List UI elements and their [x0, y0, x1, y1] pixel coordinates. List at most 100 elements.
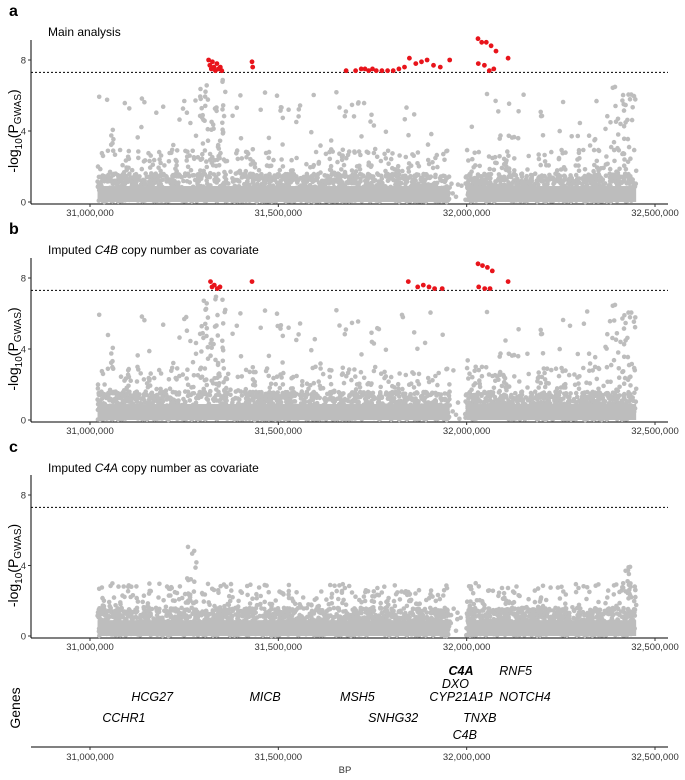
background-point [278, 105, 284, 110]
background-point [266, 353, 272, 359]
background-point [559, 179, 564, 184]
significant-point [250, 64, 256, 70]
background-point [109, 351, 114, 356]
background-point [174, 148, 180, 153]
background-point [365, 381, 370, 387]
background-point [393, 171, 399, 177]
background-point [605, 379, 610, 385]
background-point [457, 416, 462, 422]
background-point [341, 380, 347, 386]
background-point [212, 106, 218, 111]
background-point [181, 178, 186, 184]
background-point [174, 366, 180, 371]
background-point [512, 156, 517, 161]
background-point [477, 163, 483, 169]
background-point [581, 365, 586, 371]
background-point [294, 119, 299, 125]
background-point [347, 176, 352, 181]
background-point [631, 365, 637, 371]
background-point [388, 374, 394, 380]
background-point [577, 120, 583, 126]
background-point [482, 389, 487, 395]
background-point [210, 381, 216, 386]
background-point [160, 399, 166, 404]
background-point [411, 112, 417, 117]
background-point [164, 175, 169, 181]
background-point [451, 368, 456, 373]
background-point [375, 400, 381, 405]
background-point [342, 396, 348, 402]
background-point [233, 389, 239, 394]
background-point [289, 157, 294, 163]
background-point [515, 181, 520, 187]
background-point [611, 147, 617, 153]
background-point [166, 159, 172, 164]
background-points [95, 77, 639, 205]
background-point [384, 172, 389, 177]
background-point [110, 345, 116, 351]
background-point [444, 366, 449, 372]
background-point [118, 374, 124, 380]
background-point [355, 101, 361, 106]
background-point [148, 371, 153, 376]
background-point [483, 365, 489, 370]
background-point [562, 174, 568, 179]
background-point [372, 146, 378, 152]
background-point [100, 153, 106, 159]
background-point [160, 177, 165, 182]
significant-point [491, 66, 497, 72]
background-point [280, 164, 286, 169]
background-point [614, 331, 620, 336]
background-point [220, 394, 225, 399]
background-point [596, 365, 601, 371]
background-point [378, 384, 384, 390]
significant-point [479, 39, 485, 45]
background-point [556, 172, 561, 177]
background-point [160, 322, 166, 328]
background-point [107, 170, 113, 175]
background-point [568, 173, 573, 178]
background-point [415, 150, 421, 155]
background-point [509, 174, 514, 180]
background-point [586, 351, 592, 357]
background-point [506, 101, 512, 106]
background-band-right [466, 186, 637, 202]
background-point [622, 391, 627, 397]
background-point [592, 136, 598, 142]
background-point [184, 328, 190, 334]
background-point [291, 172, 297, 177]
background-point [584, 309, 590, 314]
background-point [466, 158, 471, 163]
background-point [450, 191, 456, 196]
background-point [274, 93, 280, 98]
significant-point [343, 68, 349, 74]
background-point [147, 158, 152, 164]
background-point [280, 360, 285, 365]
background-point [620, 369, 625, 375]
background-point [302, 180, 308, 186]
significant-point [353, 68, 358, 74]
background-point [358, 369, 364, 375]
background-point [173, 166, 178, 171]
background-point [574, 400, 579, 405]
background-point [442, 179, 448, 185]
background-point [496, 109, 501, 114]
background-point [134, 379, 140, 384]
background-point [216, 154, 221, 159]
background-point [167, 386, 173, 392]
background-point [393, 389, 399, 395]
background-point [603, 126, 608, 132]
background-point [441, 151, 446, 157]
background-point [147, 383, 153, 388]
background-point [605, 113, 610, 119]
background-point [205, 344, 211, 350]
background-point [127, 106, 132, 111]
background-point [497, 154, 502, 159]
background-point [126, 390, 131, 395]
background-point [626, 173, 632, 179]
background-point [384, 390, 389, 395]
background-point [204, 382, 210, 388]
background-point [587, 381, 593, 386]
background-point [621, 124, 627, 129]
background-point [133, 171, 139, 177]
